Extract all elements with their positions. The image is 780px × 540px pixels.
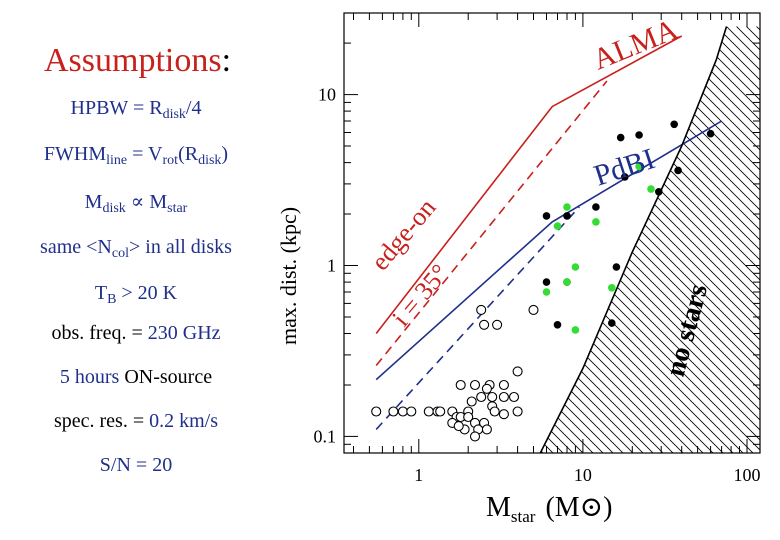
open-point: [453, 421, 464, 432]
open-point: [371, 406, 382, 417]
assumptions-title: Assumptions:: [44, 42, 232, 79]
black-point: [674, 166, 682, 175]
open-point: [481, 424, 492, 435]
open-point: [463, 411, 474, 423]
open-point: [476, 391, 487, 403]
green-point: [571, 263, 580, 271]
open-point: [423, 406, 434, 417]
open-point: [469, 431, 481, 442]
open-point: [397, 406, 408, 417]
y-tick-label: 1: [327, 256, 336, 276]
alma-label: ALMA: [588, 13, 683, 77]
x-tick-label: 1: [414, 465, 423, 485]
line-no-stars-boundary: [539, 26, 728, 453]
assumption-fwhm: FWHMline = Vrot(Rdisk): [43, 143, 229, 169]
green-point: [608, 284, 616, 292]
green-point: [542, 288, 551, 296]
open-point: [388, 406, 399, 417]
open-point: [481, 383, 492, 394]
black-point: [612, 263, 621, 271]
assumption-sn: S/N = 20: [99, 454, 173, 476]
green-point: [647, 185, 655, 193]
line-alma-edge-on: [375, 35, 683, 334]
open-point: [528, 304, 539, 315]
line-alma-i-35: [375, 80, 608, 367]
assumption-tb: TB > 20 K: [94, 282, 178, 308]
black-point: [592, 203, 600, 211]
black-point: [542, 212, 551, 220]
assumption-freq: obs. freq. = 230 GHz: [51, 322, 221, 344]
open-point: [469, 379, 481, 391]
open-point: [498, 409, 509, 420]
green-point: [571, 326, 580, 334]
no-stars-hatch: [540, 26, 760, 453]
black-point: [608, 319, 616, 327]
green-point: [553, 222, 562, 230]
open-point: [498, 391, 509, 403]
assumption-hours: 5 hours ON-source: [59, 366, 213, 388]
x-axis-label: Mstar (M⊙): [486, 492, 612, 526]
black-point: [706, 129, 715, 138]
open-point: [406, 406, 417, 417]
open-point: [512, 406, 523, 417]
y-tick-label: 0.1: [314, 426, 337, 446]
black-point: [542, 278, 551, 286]
pdbi-label: PdBI: [590, 142, 659, 192]
green-point: [563, 278, 571, 286]
black-point: [616, 133, 625, 142]
open-point: [479, 319, 490, 330]
black-point: [670, 120, 678, 129]
x-tick-label: 100: [734, 465, 761, 485]
green-point: [592, 218, 600, 226]
black-point: [563, 212, 571, 220]
y-tick-label: 10: [318, 85, 336, 105]
x-tick-label: 10: [574, 465, 592, 485]
line-pdbi-i-35: [375, 206, 580, 430]
black-point: [553, 321, 562, 329]
open-point: [455, 379, 466, 391]
assumption-ncol: same <Ncol> in all disks: [40, 236, 232, 262]
open-point: [466, 396, 477, 407]
assumption-hpbw: HPBW = Rdisk/4: [70, 97, 202, 123]
y-axis-label: max. dist. (kpc): [276, 207, 301, 345]
assumption-specres: spec. res. = 0.2 km/s: [53, 410, 219, 432]
open-point: [476, 304, 487, 315]
open-point: [435, 406, 446, 417]
line-pdbi-edge-on: [375, 120, 723, 381]
green-point: [563, 203, 571, 211]
green-point: [635, 162, 643, 171]
open-point: [492, 319, 503, 330]
assumption-mdisk: Mdisk ∝ Mstar: [84, 191, 188, 217]
open-point: [508, 391, 520, 403]
open-point: [489, 406, 500, 417]
black-point: [635, 131, 643, 139]
black-point: [655, 188, 663, 196]
open-point: [498, 379, 509, 391]
inclination-label: i = 35°: [386, 259, 454, 332]
open-point: [512, 366, 523, 377]
open-point: [487, 391, 498, 403]
black-point: [621, 173, 629, 181]
